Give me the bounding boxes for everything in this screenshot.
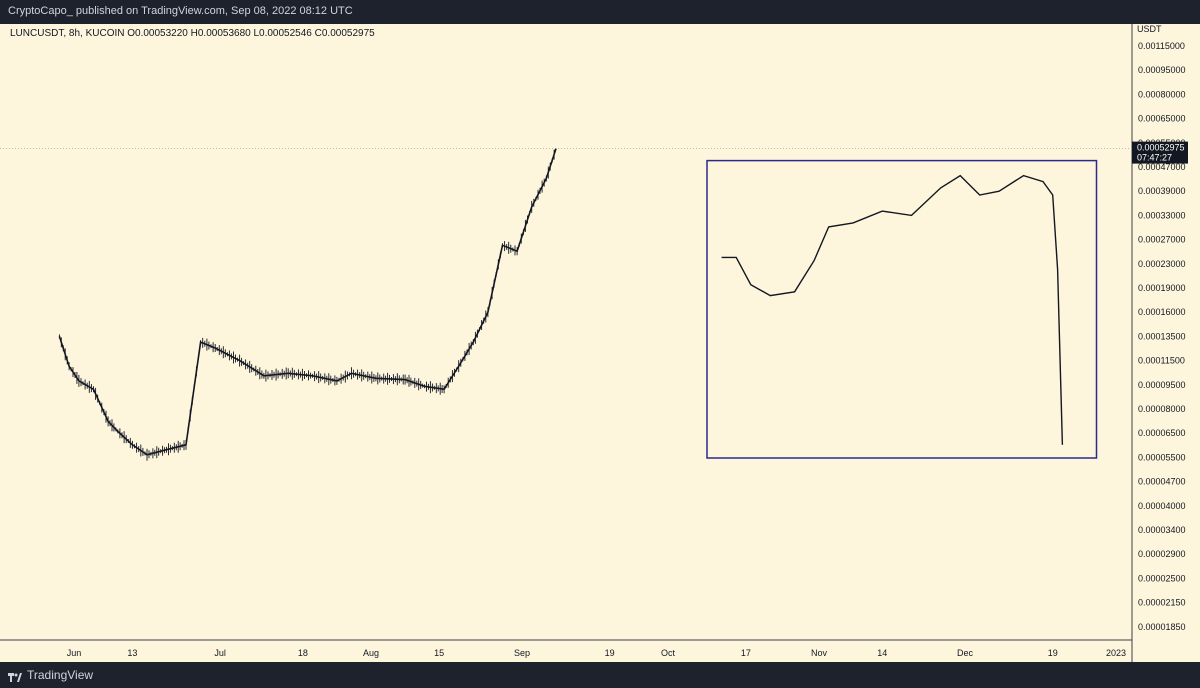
last-price-value: 0.00052975 [1137, 143, 1185, 153]
price-axis-unit: USDT [1137, 24, 1162, 34]
footer-bar: TradingView [0, 662, 1200, 688]
y-tick-label: 0.00009500 [1138, 380, 1186, 390]
chart[interactable]: LUNCUSDT, 8h, KUCOIN O0.00053220 H0.0005… [0, 24, 1200, 662]
x-tick-label: 15 [434, 648, 444, 658]
x-tick-label: 19 [605, 648, 615, 658]
x-tick-label: Jul [214, 648, 226, 658]
chart-background [0, 24, 1200, 662]
y-tick-label: 0.00004700 [1138, 477, 1186, 487]
y-tick-label: 0.00008000 [1138, 404, 1186, 414]
y-tick-label: 0.00033000 [1138, 210, 1186, 220]
x-tick-label: 13 [127, 648, 137, 658]
x-tick-label: 18 [298, 648, 308, 658]
tradingview-logo[interactable]: TradingView [8, 668, 93, 682]
x-tick-label: Dec [957, 648, 974, 658]
x-tick-label: Sep [514, 648, 530, 658]
publisher-bar: CryptoCapo_ published on TradingView.com… [0, 0, 1200, 24]
symbol-info: LUNCUSDT, 8h, KUCOIN O0.00053220 H0.0005… [10, 28, 375, 39]
x-tick-label: 17 [741, 648, 751, 658]
x-tick-label: Oct [661, 648, 676, 658]
y-tick-label: 0.00005500 [1138, 452, 1186, 462]
y-tick-label: 0.00001850 [1138, 622, 1186, 632]
y-tick-label: 0.00115000 [1138, 41, 1185, 51]
x-axis-ticks: Jun 13 Jul 18 Aug 15 Sep 19 Oct 17 Nov 14 Dec 19 2023 [67, 648, 1126, 658]
y-tick-label: 0.00006500 [1138, 428, 1186, 438]
projection-line [721, 174, 1064, 445]
y-tick-label: 0.00003400 [1138, 525, 1186, 535]
y-tick-label: 0.00080000 [1138, 89, 1186, 99]
publisher-text: CryptoCapo_ published on TradingView.com… [8, 5, 353, 17]
x-tick-label: Jun [67, 648, 82, 658]
projection-rectangle[interactable] [706, 159, 1098, 459]
x-tick-label: Nov [811, 648, 828, 658]
y-tick-label: 0.00039000 [1138, 186, 1186, 196]
last-price-tag: 0.00052975 07:47:27 [1132, 141, 1188, 164]
x-tick-label: Aug [363, 648, 379, 658]
y-tick-label: 0.00065000 [1138, 114, 1186, 124]
x-tick-label: 2023 [1106, 648, 1126, 658]
y-tick-label: 0.00095000 [1138, 65, 1186, 75]
countdown-value: 07:47:27 [1137, 153, 1172, 163]
y-tick-label: 0.00016000 [1138, 307, 1186, 317]
y-tick-label: 0.00027000 [1138, 235, 1186, 245]
tradingview-logo-icon [8, 671, 22, 682]
y-tick-label: 0.00011500 [1138, 356, 1185, 366]
y-tick-label: 0.00023000 [1138, 259, 1186, 269]
y-tick-label: 0.00047000 [1138, 162, 1186, 172]
price-line [58, 148, 557, 456]
y-axis-ticks: 0.00115000 0.00095000 0.00080000 0.00065000… [1138, 41, 1186, 632]
tradingview-logo-text: TradingView [27, 668, 94, 682]
y-tick-label: 0.00002900 [1138, 549, 1186, 559]
y-tick-label: 0.00004000 [1138, 501, 1186, 511]
x-tick-label: 14 [877, 648, 887, 658]
y-tick-label: 0.00002150 [1138, 598, 1186, 608]
x-tick-label: 19 [1048, 648, 1058, 658]
y-tick-label: 0.00013500 [1138, 331, 1186, 341]
y-tick-label: 0.00019000 [1138, 283, 1186, 293]
y-tick-label: 0.00002500 [1138, 573, 1186, 583]
